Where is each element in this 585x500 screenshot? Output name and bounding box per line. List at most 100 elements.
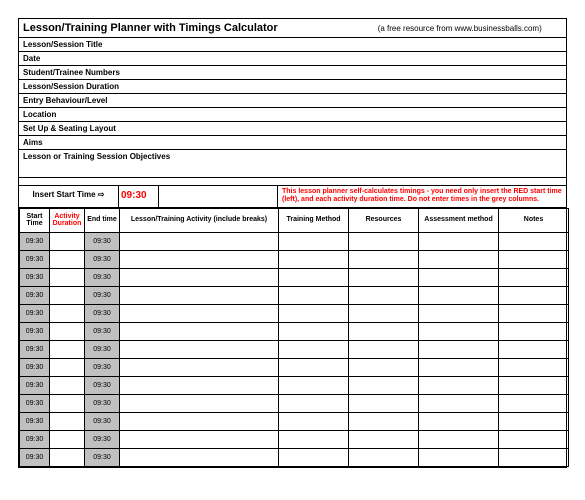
meta-session-title: Lesson/Session Title [19, 38, 566, 52]
table-row: 09:3009:30 [20, 448, 569, 466]
cell-notes[interactable] [499, 394, 569, 412]
cell-activity[interactable] [120, 304, 279, 322]
cell-training-method[interactable] [279, 412, 349, 430]
cell-end-time: 09:30 [85, 394, 120, 412]
table-row: 09:3009:30 [20, 412, 569, 430]
cell-training-method[interactable] [279, 376, 349, 394]
cell-training-method[interactable] [279, 358, 349, 376]
cell-activity-duration[interactable] [50, 250, 85, 268]
cell-training-method[interactable] [279, 448, 349, 466]
cell-notes[interactable] [499, 448, 569, 466]
cell-notes[interactable] [499, 358, 569, 376]
cell-resources[interactable] [349, 394, 419, 412]
col-resources: Resources [349, 208, 419, 232]
col-notes: Notes [499, 208, 569, 232]
cell-resources[interactable] [349, 358, 419, 376]
cell-resources[interactable] [349, 340, 419, 358]
cell-notes[interactable] [499, 232, 569, 250]
cell-activity[interactable] [120, 448, 279, 466]
cell-training-method[interactable] [279, 322, 349, 340]
start-gap [159, 186, 278, 207]
cell-assessment-method[interactable] [419, 232, 499, 250]
cell-assessment-method[interactable] [419, 430, 499, 448]
cell-resources[interactable] [349, 376, 419, 394]
cell-activity-duration[interactable] [50, 304, 85, 322]
cell-resources[interactable] [349, 412, 419, 430]
cell-resources[interactable] [349, 232, 419, 250]
cell-end-time: 09:30 [85, 232, 120, 250]
cell-activity-duration[interactable] [50, 232, 85, 250]
cell-resources[interactable] [349, 430, 419, 448]
cell-activity[interactable] [120, 376, 279, 394]
cell-assessment-method[interactable] [419, 304, 499, 322]
cell-start-time: 09:30 [20, 250, 50, 268]
table-row: 09:3009:30 [20, 322, 569, 340]
cell-activity[interactable] [120, 250, 279, 268]
meta-location: Location [19, 108, 566, 122]
cell-notes[interactable] [499, 304, 569, 322]
cell-activity[interactable] [120, 412, 279, 430]
cell-notes[interactable] [499, 268, 569, 286]
cell-activity[interactable] [120, 430, 279, 448]
cell-activity[interactable] [120, 232, 279, 250]
cell-activity-duration[interactable] [50, 286, 85, 304]
cell-activity-duration[interactable] [50, 376, 85, 394]
cell-assessment-method[interactable] [419, 394, 499, 412]
cell-activity-duration[interactable] [50, 340, 85, 358]
cell-activity-duration[interactable] [50, 430, 85, 448]
cell-training-method[interactable] [279, 394, 349, 412]
cell-assessment-method[interactable] [419, 448, 499, 466]
cell-start-time: 09:30 [20, 340, 50, 358]
cell-resources[interactable] [349, 250, 419, 268]
cell-notes[interactable] [499, 430, 569, 448]
cell-training-method[interactable] [279, 250, 349, 268]
cell-training-method[interactable] [279, 232, 349, 250]
start-time-value[interactable]: 09:30 [119, 186, 159, 207]
cell-assessment-method[interactable] [419, 286, 499, 304]
cell-activity-duration[interactable] [50, 448, 85, 466]
cell-activity[interactable] [120, 340, 279, 358]
cell-notes[interactable] [499, 250, 569, 268]
cell-resources[interactable] [349, 448, 419, 466]
cell-activity[interactable] [120, 268, 279, 286]
cell-training-method[interactable] [279, 340, 349, 358]
table-row: 09:3009:30 [20, 286, 569, 304]
cell-resources[interactable] [349, 268, 419, 286]
cell-assessment-method[interactable] [419, 358, 499, 376]
cell-end-time: 09:30 [85, 358, 120, 376]
cell-activity-duration[interactable] [50, 412, 85, 430]
cell-assessment-method[interactable] [419, 412, 499, 430]
cell-notes[interactable] [499, 376, 569, 394]
cell-start-time: 09:30 [20, 430, 50, 448]
cell-end-time: 09:30 [85, 448, 120, 466]
cell-activity[interactable] [120, 286, 279, 304]
cell-start-time: 09:30 [20, 286, 50, 304]
cell-notes[interactable] [499, 322, 569, 340]
meta-date: Date [19, 52, 566, 66]
cell-activity-duration[interactable] [50, 394, 85, 412]
cell-assessment-method[interactable] [419, 322, 499, 340]
cell-training-method[interactable] [279, 286, 349, 304]
cell-activity-duration[interactable] [50, 322, 85, 340]
cell-assessment-method[interactable] [419, 250, 499, 268]
cell-activity[interactable] [120, 394, 279, 412]
cell-assessment-method[interactable] [419, 376, 499, 394]
cell-training-method[interactable] [279, 430, 349, 448]
cell-assessment-method[interactable] [419, 268, 499, 286]
cell-resources[interactable] [349, 304, 419, 322]
cell-activity-duration[interactable] [50, 358, 85, 376]
start-time-label-text: Insert Start Time [33, 190, 96, 199]
cell-resources[interactable] [349, 286, 419, 304]
cell-start-time: 09:30 [20, 358, 50, 376]
cell-notes[interactable] [499, 340, 569, 358]
cell-training-method[interactable] [279, 304, 349, 322]
cell-notes[interactable] [499, 286, 569, 304]
cell-activity[interactable] [120, 358, 279, 376]
cell-activity[interactable] [120, 322, 279, 340]
cell-activity-duration[interactable] [50, 268, 85, 286]
cell-assessment-method[interactable] [419, 340, 499, 358]
cell-notes[interactable] [499, 412, 569, 430]
cell-resources[interactable] [349, 322, 419, 340]
cell-training-method[interactable] [279, 268, 349, 286]
instruction-note: This lesson planner self-calculates timi… [278, 186, 566, 207]
